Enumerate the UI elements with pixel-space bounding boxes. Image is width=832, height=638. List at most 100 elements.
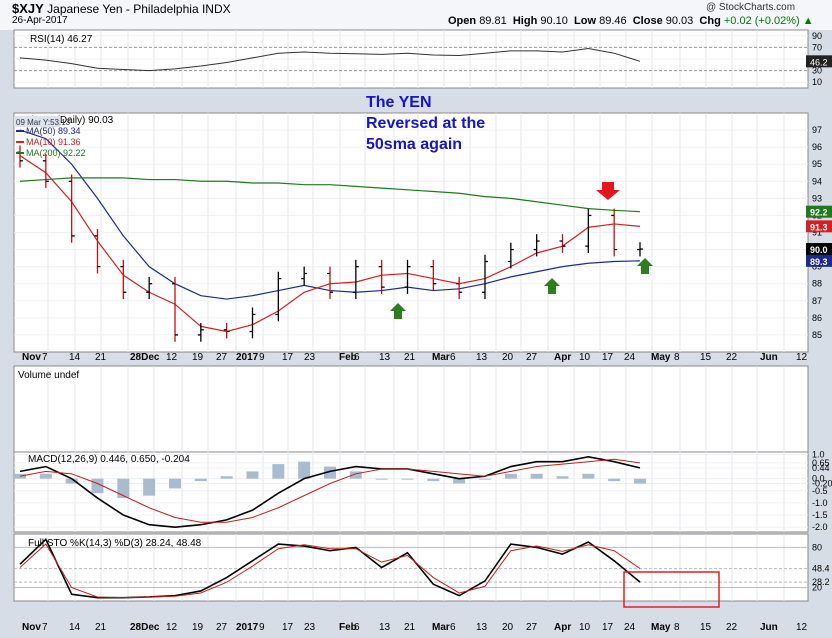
price-label-box-0 [806,205,832,218]
price-tick-2: 95 [812,159,822,169]
legend-label-1: MA(10) 91.36 [26,137,81,147]
macd-histogram-bar [479,478,491,480]
panel-2 [13,365,809,453]
ohlc-bar [197,322,204,342]
price-label-2: 90.0 [810,245,828,255]
x-axis-top-label: May [651,352,671,363]
macd-histogram-bar [634,478,646,484]
ohlc-bar [42,153,49,189]
rsi-line [19,48,641,72]
x-axis-top-label: 6 [354,352,360,363]
ohlc-bar [559,234,566,253]
price-tick-6: 91 [812,228,822,238]
ohlc-bar [146,276,153,300]
price-tick-12: 85 [812,330,822,340]
ma-line-ma200 [19,177,641,213]
x-axis-bottom-label: 17 [602,622,614,633]
macd-histogram-bar [39,473,52,479]
macd-tick-8: -2.0 [812,522,828,532]
price-title: $XJY (Daily) 90.03 [30,115,114,126]
macd-histogram-bar [401,478,414,480]
x-axis-top-label: Jun [760,352,778,363]
macd-histogram-bar [169,478,181,489]
down-arrow [596,182,620,200]
sto-tick-0: 80 [812,542,822,552]
price-label-3: 89.3 [810,257,828,267]
sto-title: Full STO %K(14,3) %D(3) 28.24, 48.48 [28,538,202,549]
x-axis-top-label: 9 [259,352,265,363]
x-axis-bottom-label: 12 [796,622,808,633]
price-label-box-3 [806,254,832,267]
macd-tick-0: 1.0 [812,449,825,459]
hover-label: 09 Mar Y:53.13 [16,118,71,127]
legend-label-0: MA(50) 89.34 [26,126,81,136]
x-axis-bottom-label: 24 [624,622,636,633]
legend-label-2: MA(200) 92.22 [26,148,86,158]
rsi-last-box [806,55,832,68]
x-axis-top-label: 22 [726,352,738,363]
x-axis-top-label: Feb [339,352,357,363]
price-tick-10: 87 [812,296,822,306]
x-axis-bottom-label: 9 [259,622,265,633]
rsi-last-label: 46.2 [810,57,828,67]
macd-histogram-bar [246,471,259,479]
rsi-tick-1: 70 [812,42,822,52]
macd-tick-2: 0.44 [812,463,830,473]
macd-line-macd [19,456,641,528]
up-arrow-3 [637,258,653,274]
macd-histogram-bar [427,478,440,482]
ohlc-bar [456,276,463,300]
x-axis-top-label: 7 [42,352,48,363]
price-tick-1: 96 [812,142,822,152]
macd-line-signal [19,458,641,523]
x-axis-bottom-label: 7 [42,622,48,633]
x-axis-top-label: Apr [554,352,571,363]
macd-histogram-bar [143,478,156,496]
up-arrow-2 [544,278,560,294]
price-tick-0: 97 [812,125,822,135]
macd-title: MACD(12,26,9) 0.446, 0.650, -0.204 [28,454,190,465]
x-axis-bottom-label: 19 [192,622,204,633]
x-axis-bottom-label: 13 [476,622,488,633]
x-axis-bottom-label: Mar [432,622,450,633]
x-axis-top-label: 6 [450,352,456,363]
x-axis-bottom-label: 22 [726,622,738,633]
x-axis-top-label: 21 [95,352,107,363]
macd-histogram-bar [608,478,621,482]
x-axis-top-label: 8 [674,352,680,363]
x-axis-top-label: 12 [166,352,178,363]
x-axis-bottom-label: Apr [554,622,571,633]
chart-date: 26-Apr-2017 [12,15,68,26]
x-axis-bottom-label: 2017 [236,622,259,633]
x-axis-top-label: 2017 [236,352,259,363]
macd-histogram-bar [194,478,207,482]
x-axis-bottom-label: 10 [579,622,591,633]
x-axis-bottom-label: Jun [760,622,778,633]
price-tick-11: 86 [812,313,822,323]
ohlc-bar [249,307,256,339]
price-label-box-1 [806,220,832,233]
x-axis-top-label: 17 [282,352,294,363]
ohlc-bar [68,174,75,243]
ohlc-bar [507,242,514,269]
x-axis-bottom-label: 20 [502,622,514,633]
macd-tick-6: -1.0 [812,498,828,508]
ohlc-bar [430,259,437,291]
ohlc-bar [301,266,308,286]
x-axis-bottom-label: May [651,622,671,633]
ohlc-bar [120,259,127,300]
x-axis-top-label: 27 [216,352,228,363]
rsi-title: RSI(14) 46.27 [30,34,93,45]
macd-tick-4: -0.20 [812,479,832,489]
price-tick-9: 88 [812,279,822,289]
x-axis-top-label: 12 [796,352,808,363]
sto-tick-2: 28.2 [812,577,830,587]
x-axis-bottom-label: 23 [304,622,316,633]
up-arrow-1 [390,303,406,319]
x-axis-top-label: Mar [432,352,450,363]
ohlc-bar [585,208,592,253]
macd-histogram-bar [220,476,233,479]
x-axis-top-label: 21 [404,352,416,363]
x-axis-top-label: 17 [602,352,614,363]
x-axis-top-label: 15 [700,352,712,363]
